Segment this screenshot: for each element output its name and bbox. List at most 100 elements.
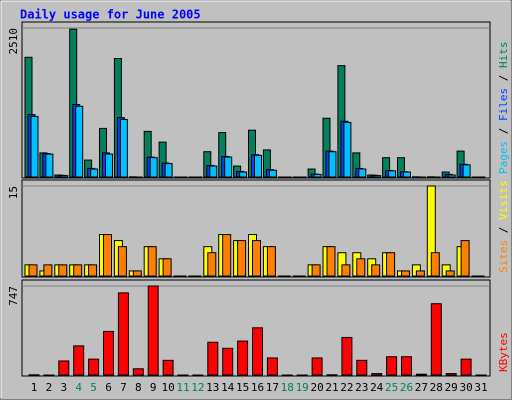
bar — [179, 176, 188, 179]
x-tick-label: 8 — [135, 381, 142, 394]
bar — [415, 270, 425, 277]
bar — [43, 374, 55, 377]
bar — [194, 176, 203, 179]
x-tick-label: 1 — [31, 381, 38, 394]
x-tick-label: 14 — [221, 381, 235, 394]
bar — [254, 154, 262, 178]
bar — [207, 252, 217, 277]
bar — [462, 164, 471, 178]
x-tick-label: 30 — [459, 381, 472, 394]
bar — [326, 246, 336, 277]
bar — [415, 373, 427, 376]
bar — [28, 264, 38, 277]
bar — [281, 275, 291, 278]
x-tick-label: 20 — [310, 381, 323, 394]
legend-separator: / — [497, 68, 510, 88]
bar — [162, 359, 174, 376]
bar — [43, 264, 53, 277]
x-tick-label: 4 — [75, 381, 82, 394]
x-tick-label: 22 — [340, 381, 353, 394]
bar — [445, 373, 457, 376]
x-tick-label: 26 — [400, 381, 413, 394]
bar — [224, 156, 233, 178]
y-tick-label: 15 — [7, 186, 20, 199]
bar — [237, 340, 249, 376]
bar — [60, 175, 69, 178]
bar — [283, 176, 292, 179]
bar — [266, 246, 276, 277]
x-tick-label: 17 — [266, 381, 279, 394]
bar — [388, 170, 397, 178]
bar — [209, 165, 218, 178]
bar — [45, 153, 54, 178]
bar — [430, 252, 440, 277]
bar — [475, 275, 485, 278]
bar — [192, 374, 204, 377]
x-tick-label: 7 — [120, 381, 127, 394]
bar — [430, 303, 442, 376]
bar — [311, 357, 323, 376]
bar — [117, 246, 127, 277]
bar — [239, 171, 248, 178]
bar — [386, 356, 398, 376]
legend: Pages / Files / Hits — [497, 42, 510, 175]
bar — [162, 258, 172, 277]
x-tick-label: 24 — [370, 381, 384, 394]
bar — [73, 264, 83, 277]
bar — [311, 264, 321, 277]
x-tick-label: 16 — [251, 381, 264, 394]
bar — [177, 275, 187, 278]
bar — [252, 240, 261, 277]
bar — [268, 169, 277, 178]
bar — [237, 240, 247, 277]
legend-entry: Sites — [497, 240, 510, 273]
legend-separator: / — [497, 121, 510, 141]
bar — [88, 264, 98, 277]
bar — [281, 374, 293, 377]
bar — [134, 176, 143, 179]
bar — [28, 374, 40, 377]
bar — [90, 168, 99, 178]
bar — [371, 373, 383, 376]
bar — [164, 163, 173, 178]
bar — [222, 234, 232, 277]
x-tick-label: 13 — [206, 381, 219, 394]
x-tick-label: 23 — [355, 381, 368, 394]
x-tick-label: 19 — [296, 381, 309, 394]
bar — [103, 330, 114, 376]
bar — [147, 285, 159, 376]
x-tick-label: 3 — [60, 381, 67, 394]
legend-entry: Pages — [497, 141, 510, 174]
bar — [207, 341, 219, 376]
bar — [460, 358, 472, 376]
x-tick-label: 21 — [325, 381, 338, 394]
x-tick-label: 6 — [105, 381, 112, 394]
bar — [58, 360, 70, 376]
bar — [298, 176, 307, 179]
x-tick-label: 28 — [430, 381, 443, 394]
bar — [475, 374, 487, 377]
bar — [252, 327, 263, 376]
bar — [296, 374, 308, 377]
bar — [386, 252, 396, 277]
bar — [75, 105, 84, 178]
x-tick-label: 25 — [385, 381, 398, 394]
x-tick-label: 29 — [445, 381, 458, 394]
bar — [341, 336, 353, 376]
bar — [432, 176, 441, 179]
legend-entry: Visits — [497, 180, 510, 220]
x-tick-label: 31 — [474, 381, 487, 394]
bar — [105, 153, 113, 178]
legend-entry: Hits — [497, 42, 510, 69]
bar — [401, 356, 412, 376]
x-tick-label: 9 — [150, 381, 157, 394]
bar — [132, 270, 142, 277]
x-tick-label: 18 — [281, 381, 294, 394]
x-tick-label: 27 — [415, 381, 428, 394]
bar — [73, 345, 85, 376]
bar — [266, 357, 278, 376]
bar — [445, 270, 455, 277]
x-tick-label: 2 — [46, 381, 53, 394]
bar — [447, 174, 456, 178]
